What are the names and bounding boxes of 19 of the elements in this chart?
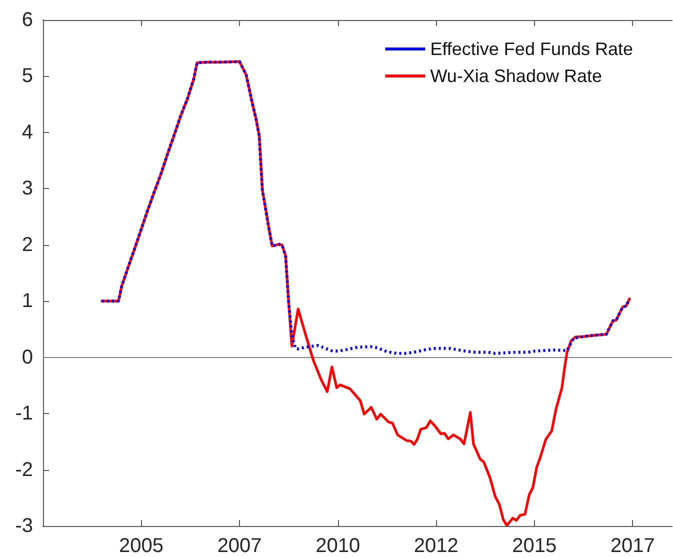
x-tick-label: 2012: [414, 535, 458, 557]
y-tick-label: 1: [22, 290, 33, 312]
y-tick-label: 3: [22, 178, 33, 200]
y-tick-label: -3: [15, 515, 33, 537]
y-tick-label: 4: [22, 121, 33, 144]
y-tick-label: 5: [22, 65, 33, 88]
y-tick-label: 0: [22, 346, 33, 368]
y-tick-label: -1: [15, 402, 33, 425]
x-tick-label: 2010: [316, 535, 360, 557]
x-tick-label: 2015: [512, 535, 557, 557]
line-series: [100, 60, 632, 355]
legend-label: Wu-Xia Shadow Rate: [430, 66, 602, 86]
x-tick-label: 2007: [217, 535, 262, 557]
x-tick-label: 2005: [119, 535, 164, 557]
x-tick-label: 2017: [610, 535, 655, 557]
legend-label: Effective Fed Funds Rate: [430, 39, 634, 59]
y-tick-label: 6: [22, 9, 33, 31]
y-tick-label: -2: [15, 458, 33, 481]
y-tick-label: 2: [22, 234, 33, 256]
